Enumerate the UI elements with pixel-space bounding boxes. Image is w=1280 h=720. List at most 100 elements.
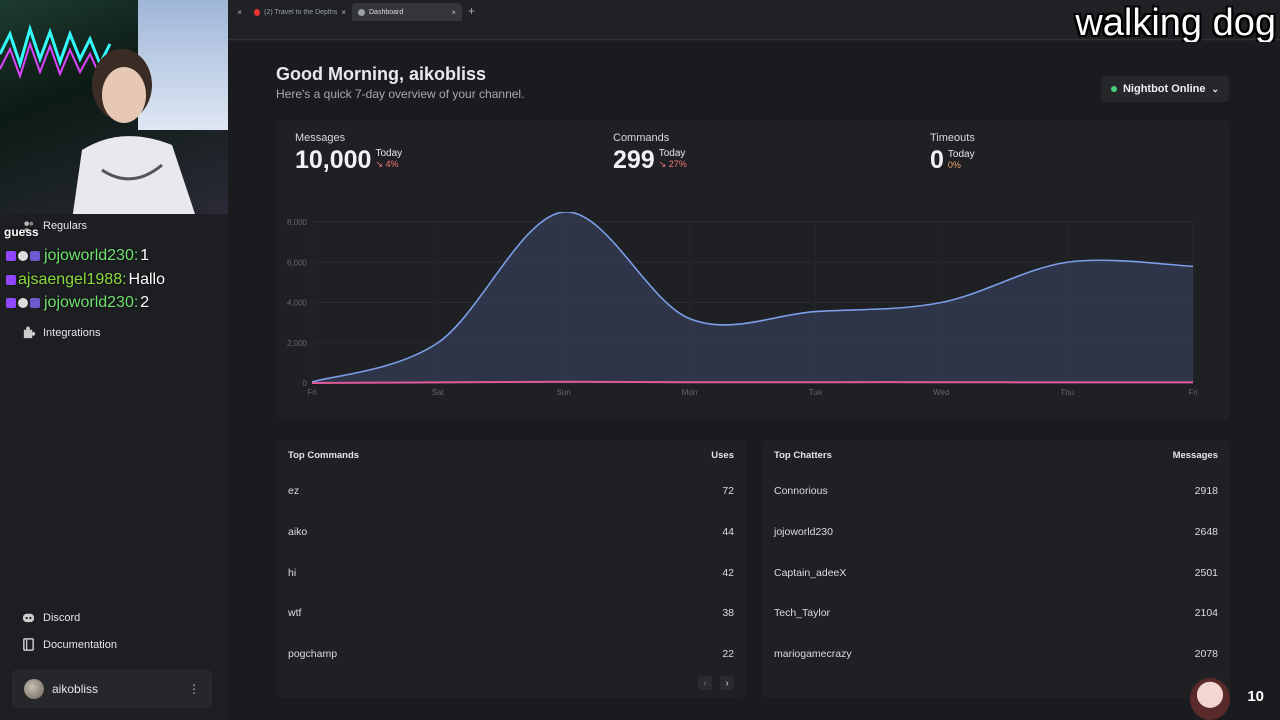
table-row: hi 42: [288, 567, 734, 579]
x-tick-label: Fri: [307, 388, 317, 397]
x-tick-label: Tue: [809, 388, 823, 397]
more-options-icon[interactable]: ⋮: [188, 682, 200, 696]
command-name: hi: [288, 567, 297, 579]
twitch-badge-icon: [6, 298, 16, 308]
command-uses: 72: [722, 485, 734, 497]
chat-text: 1: [140, 247, 150, 264]
command-name: ez: [288, 485, 300, 497]
command-uses: 42: [722, 567, 734, 579]
book-icon: [23, 638, 34, 651]
x-tick-label: Sun: [557, 388, 571, 397]
streamer: [72, 49, 195, 214]
table-row: Connorious 2918: [774, 485, 1218, 497]
cloud-badge-icon: [18, 251, 28, 261]
stat-change: ↘ 4%: [375, 159, 399, 169]
discord-icon: [22, 613, 35, 623]
table-row: mariogamecrazy 2078: [774, 648, 1218, 660]
new-tab-button[interactable]: +: [468, 4, 476, 18]
table-title: Top Commands: [288, 450, 360, 461]
username: aikobliss: [52, 682, 99, 696]
command-name: wtf: [288, 607, 302, 619]
chatter-messages: 2078: [1194, 648, 1218, 660]
x-tick-label: Wed: [933, 388, 949, 397]
chat-username: jojoworld230:: [44, 294, 139, 311]
chatter-messages: 2501: [1194, 567, 1218, 579]
globe-icon: [358, 8, 365, 16]
chat-username: ajsaengel1988:: [18, 271, 127, 288]
sidebar: Regulars Integrations Discord Documentat…: [0, 214, 228, 720]
stat-period: Today: [947, 149, 975, 160]
sidebar-item-discord[interactable]: Discord: [22, 611, 80, 624]
stat-commands: Commands 299 Today ↘ 27%: [613, 132, 687, 174]
table-row: aiko 44: [288, 526, 734, 538]
series-line: [311, 380, 1194, 384]
series-area: [312, 212, 1193, 383]
chat-username: jojoworld230:: [44, 247, 139, 264]
x-tick-label: Mon: [682, 388, 698, 397]
chat-text: Hallo: [128, 271, 166, 288]
command-name: aiko: [288, 526, 308, 538]
stat-change: ↘ 27%: [658, 159, 687, 169]
table-title: Top Chatters: [774, 450, 832, 461]
main-content: Good Morning, aikobliss Here's a quick 7…: [228, 42, 1280, 720]
tab-close-icon[interactable]: ×: [237, 7, 242, 17]
overview-card: Messages 10,000 Today ↘ 4% Commands 299 …: [276, 120, 1230, 420]
address-bar[interactable]: [228, 24, 1280, 40]
tab-bar: × (2) Travel to the Depths of Our I × Da…: [228, 0, 1280, 22]
chat-message: jojoworld230: 2: [6, 294, 149, 312]
column-header: Messages: [1172, 450, 1218, 461]
chatter-name: jojoworld230: [774, 526, 833, 538]
room-wall: [138, 0, 228, 130]
stat-timeouts: Timeouts 0 Today 0%: [930, 132, 975, 174]
sidebar-item-regulars[interactable]: Regulars: [22, 219, 87, 232]
y-tick-label: 4,000: [287, 299, 308, 308]
bot-status-dropdown[interactable]: Nightbot Online ⌄: [1101, 76, 1229, 102]
chat-overlay-label: guess: [4, 225, 39, 239]
tab-label: Dashboard: [369, 8, 404, 16]
table-row: ez 72: [288, 485, 734, 497]
table-row: wtf 38: [288, 607, 734, 619]
table-row: pogchamp 22: [288, 648, 734, 660]
chevron-down-icon: ⌄: [1211, 83, 1220, 94]
tab-previous[interactable]: ×: [228, 3, 248, 21]
command-name: pogchamp: [288, 648, 338, 660]
stat-value: 10,000: [295, 146, 372, 174]
cloud-badge-icon: [18, 298, 28, 308]
prev-page-button[interactable]: ‹: [698, 676, 712, 690]
sidebar-item-integrations[interactable]: Integrations: [22, 326, 100, 339]
tab-label: (2) Travel to the Depths of Our I: [264, 8, 338, 16]
chat-text: 2: [140, 294, 150, 311]
stat-label: Timeouts: [930, 132, 975, 144]
stat-messages: Messages 10,000 Today ↘ 4%: [295, 132, 402, 174]
series-line: [311, 212, 1194, 383]
y-tick-label: 8,000: [287, 218, 308, 227]
table-row: Tech_Taylor 2104: [774, 607, 1218, 619]
sub-badge-icon: [30, 298, 40, 308]
command-uses: 38: [722, 607, 734, 619]
chat-message: jojoworld230: 1: [6, 247, 149, 265]
twitch-badge-icon: [6, 275, 16, 285]
chatter-name: Tech_Taylor: [774, 607, 831, 619]
column-header: Uses: [711, 450, 734, 461]
user-menu[interactable]: aikobliss ⋮: [12, 670, 212, 708]
table-row: Captain_adeeX 2501: [774, 567, 1218, 579]
online-status-icon: [1110, 86, 1117, 92]
stat-label: Commands: [613, 132, 670, 144]
stream-title-overlay: walking dog: [1075, 2, 1276, 44]
sidebar-item-label: Discord: [43, 611, 81, 624]
avatar: [24, 679, 44, 699]
chatter-messages: 2648: [1194, 526, 1218, 538]
tab-close-icon[interactable]: ×: [341, 7, 346, 17]
stat-value: 0: [930, 146, 944, 174]
y-tick-label: 6,000: [287, 258, 308, 267]
chatter-messages: 2918: [1194, 485, 1218, 497]
chat-message: ajsaengel1988: Hallo: [6, 271, 165, 289]
next-page-button[interactable]: ›: [720, 676, 734, 690]
command-uses: 22: [722, 648, 734, 660]
tab-dashboard[interactable]: Dashboard ×: [352, 3, 462, 21]
table-header: Top Commands Uses: [288, 450, 734, 461]
top-chatters-card: Top Chatters Messages Connorious 2918 jo…: [762, 440, 1230, 698]
tab-close-icon[interactable]: ×: [451, 7, 456, 17]
tab-youtube[interactable]: (2) Travel to the Depths of Our I ×: [248, 3, 352, 21]
sidebar-item-documentation[interactable]: Documentation: [22, 638, 117, 651]
